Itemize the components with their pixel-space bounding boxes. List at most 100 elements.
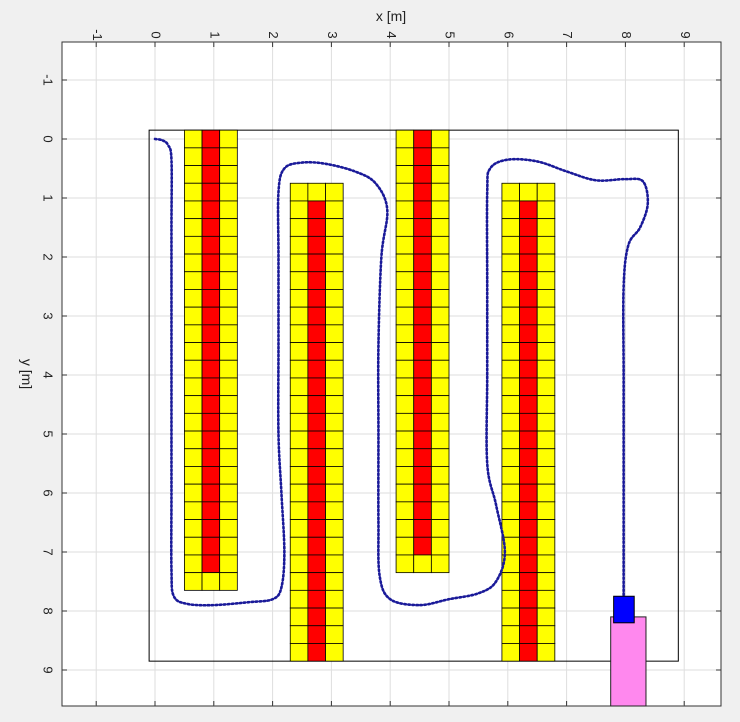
crop-cell-yellow: [325, 589, 344, 609]
crop-cell-red: [413, 536, 432, 556]
x-tick-label: 3: [325, 31, 340, 38]
crop-cell-red: [519, 218, 538, 237]
crop-cell-yellow: [430, 165, 450, 184]
crop-cell-yellow: [325, 377, 344, 397]
crop-cell-yellow: [219, 554, 238, 574]
crop-cell-yellow: [289, 643, 309, 662]
crop-cell-yellow: [289, 554, 309, 574]
crop-cell-yellow: [219, 200, 238, 220]
crop-cell-yellow: [536, 377, 556, 397]
crop-cell-red: [307, 572, 326, 591]
crop-cell-yellow: [219, 519, 238, 538]
crop-cell-yellow: [430, 342, 450, 361]
crop-cell-red: [519, 342, 538, 361]
y-tick-label: 7: [41, 548, 56, 555]
crop-cell-red: [519, 324, 538, 343]
crop-cell-yellow: [501, 271, 520, 290]
crop-cell-yellow: [536, 519, 556, 538]
crop-cell-red: [307, 324, 326, 343]
crop-cell-red: [413, 466, 432, 485]
crop-cell-red: [201, 536, 221, 556]
x-axis-ticks: -1 0 1 2 3 4 5 6 7 8 9: [90, 29, 693, 706]
crop-cell-yellow: [536, 200, 556, 220]
crop-cell-red: [413, 412, 432, 432]
crop-cell-yellow: [289, 501, 309, 520]
crop-cell-yellow: [289, 625, 309, 644]
crop-cell-yellow: [536, 554, 556, 574]
crop-cell-yellow: [325, 395, 344, 414]
crop-cell-yellow: [183, 501, 203, 520]
crop-cell-yellow: [501, 359, 520, 379]
crop-cell-yellow: [395, 324, 415, 343]
crop-cell-yellow: [501, 448, 520, 467]
crop-cell-yellow: [430, 536, 450, 556]
crop-cell-red: [519, 359, 538, 379]
crop-cell-yellow: [183, 430, 203, 450]
crop-row: [183, 129, 238, 591]
y-tick-label: 2: [41, 253, 56, 260]
crop-cell-yellow: [395, 342, 415, 361]
crop-cell-red: [307, 483, 326, 503]
crop-cell-yellow: [536, 253, 556, 273]
crop-cell-red: [413, 147, 432, 166]
crop-cell-red: [519, 235, 538, 255]
y-tick-label: 5: [41, 430, 56, 437]
crop-cell-yellow: [219, 536, 238, 556]
robot-body: [613, 595, 635, 624]
crop-cell-yellow: [395, 129, 415, 149]
crop-cell-yellow: [289, 218, 309, 237]
crop-cell-yellow: [519, 182, 538, 202]
crop-cell-red: [307, 643, 326, 662]
crop-cell-yellow: [183, 306, 203, 326]
crop-cell-yellow: [219, 483, 238, 503]
crop-cell-yellow: [219, 572, 238, 591]
crop-cell-yellow: [183, 377, 203, 397]
x-tick-label: 7: [560, 31, 575, 38]
crop-cell-yellow: [430, 129, 450, 149]
x-tick-label: 8: [619, 31, 634, 38]
crop-cell-yellow: [501, 501, 520, 520]
crop-cell-red: [307, 218, 326, 237]
crop-cell-red: [307, 271, 326, 290]
crop-cell-red: [201, 466, 221, 485]
crop-row: [501, 182, 556, 662]
crop-cell-yellow: [536, 448, 556, 467]
crop-cell-yellow: [430, 218, 450, 237]
crop-cell-yellow: [183, 483, 203, 503]
crop-cell-yellow: [183, 253, 203, 273]
vehicle: [610, 616, 647, 707]
y-tick-label: 3: [41, 312, 56, 319]
crop-cell-yellow: [430, 501, 450, 520]
crop-cell-yellow: [430, 182, 450, 202]
crop-cell-yellow: [325, 519, 344, 538]
crop-cell-yellow: [219, 377, 238, 397]
crop-cell-red: [413, 430, 432, 450]
crop-cell-yellow: [430, 466, 450, 485]
crop-cell-yellow: [430, 324, 450, 343]
crop-cell-red: [519, 554, 538, 574]
crop-cell-red: [413, 359, 432, 379]
crop-cell-yellow: [219, 218, 238, 237]
crop-cell-yellow: [183, 572, 203, 591]
crop-cell-yellow: [430, 235, 450, 255]
robot-path-line: [153, 137, 650, 607]
crop-cell-red: [201, 271, 221, 290]
crop-cell-red: [307, 306, 326, 326]
crop-cell-yellow: [289, 572, 309, 591]
crop-cell-yellow: [325, 289, 344, 308]
crop-cell-red: [413, 448, 432, 467]
crop-cell-yellow: [501, 607, 520, 627]
y-axis-ticks: -1 0 1 2 3 4 5 6 7 8 9: [41, 74, 721, 674]
crop-cell-red: [519, 306, 538, 326]
crop-cell-yellow: [395, 536, 415, 556]
crop-cell-yellow: [289, 324, 309, 343]
crop-cell-yellow: [183, 359, 203, 379]
crop-cell-red: [307, 466, 326, 485]
crop-cell-yellow: [536, 572, 556, 591]
crop-cell-yellow: [413, 554, 432, 574]
crop-cell-red: [413, 271, 432, 290]
crop-cell-yellow: [219, 271, 238, 290]
crop-cell-yellow: [501, 589, 520, 609]
crop-cell-yellow: [183, 165, 203, 184]
crop-cell-yellow: [289, 342, 309, 361]
